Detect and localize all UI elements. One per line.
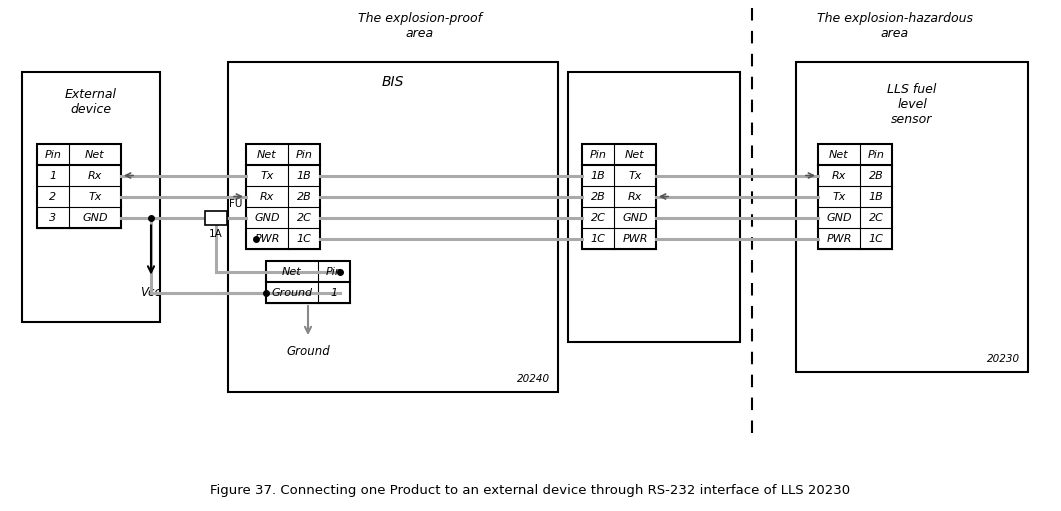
Text: 1A: 1A <box>209 228 223 239</box>
Text: Net: Net <box>625 150 645 159</box>
Text: The explosion-proof
area: The explosion-proof area <box>358 12 482 40</box>
Text: Net: Net <box>830 150 849 159</box>
Text: Figure 37. Connecting one Product to an external device through RS-232 interface: Figure 37. Connecting one Product to an … <box>210 483 850 497</box>
Text: PWR: PWR <box>827 234 852 244</box>
Bar <box>22 72 160 322</box>
Text: 2B: 2B <box>297 192 311 201</box>
Text: GND: GND <box>827 213 852 222</box>
Text: Net: Net <box>257 150 277 159</box>
Bar <box>796 62 1028 372</box>
Text: GND: GND <box>82 213 108 222</box>
Text: 1: 1 <box>50 171 56 180</box>
Text: 2B: 2B <box>869 171 884 180</box>
Text: 2B: 2B <box>591 192 606 201</box>
Text: 1B: 1B <box>591 171 606 180</box>
Text: PWR: PWR <box>622 234 648 244</box>
Text: 1B: 1B <box>297 171 311 180</box>
Bar <box>205 211 227 224</box>
Text: Tx: Tx <box>628 171 642 180</box>
Text: Net: Net <box>282 267 301 276</box>
Text: Ground: Ground <box>272 288 313 297</box>
Text: 20240: 20240 <box>517 374 550 384</box>
Text: Pin: Pin <box>868 150 885 159</box>
Text: Rx: Rx <box>628 192 642 201</box>
Text: FU: FU <box>229 198 242 208</box>
Text: Rx: Rx <box>260 192 274 201</box>
Text: 1C: 1C <box>591 234 606 244</box>
Text: 1C: 1C <box>869 234 884 244</box>
Text: 3: 3 <box>50 213 56 222</box>
Text: Pin: Pin <box>326 267 343 276</box>
Text: Tx: Tx <box>260 171 274 180</box>
Text: Rx: Rx <box>832 171 847 180</box>
Text: 20230: 20230 <box>987 354 1020 364</box>
Text: BIS: BIS <box>382 75 404 89</box>
Text: Pin: Pin <box>590 150 607 159</box>
Bar <box>37 144 121 228</box>
Bar <box>266 261 350 303</box>
Text: Vcc: Vcc <box>140 286 161 298</box>
Text: GND: GND <box>255 213 280 222</box>
Text: External
device: External device <box>65 88 117 116</box>
Text: Net: Net <box>85 150 105 159</box>
Text: 2C: 2C <box>297 213 312 222</box>
Text: Ground: Ground <box>286 345 330 358</box>
Text: Pin: Pin <box>45 150 62 159</box>
Text: GND: GND <box>622 213 648 222</box>
Text: The explosion-hazardous
area: The explosion-hazardous area <box>817 12 973 40</box>
Text: Rx: Rx <box>88 171 102 180</box>
Text: 2C: 2C <box>869 213 884 222</box>
Text: Tx: Tx <box>88 192 102 201</box>
Bar <box>818 144 892 249</box>
Text: Pin: Pin <box>296 150 312 159</box>
Bar <box>568 72 740 342</box>
Text: PWR: PWR <box>255 234 280 244</box>
Text: 2: 2 <box>50 192 56 201</box>
Text: 1: 1 <box>330 288 337 297</box>
Text: 1C: 1C <box>297 234 312 244</box>
Text: Tx: Tx <box>832 192 846 201</box>
Text: 1B: 1B <box>869 192 884 201</box>
Text: LLS fuel
level
sensor: LLS fuel level sensor <box>887 82 937 126</box>
Bar <box>228 62 558 392</box>
Bar <box>582 144 656 249</box>
Text: 2C: 2C <box>591 213 606 222</box>
Bar <box>246 144 320 249</box>
